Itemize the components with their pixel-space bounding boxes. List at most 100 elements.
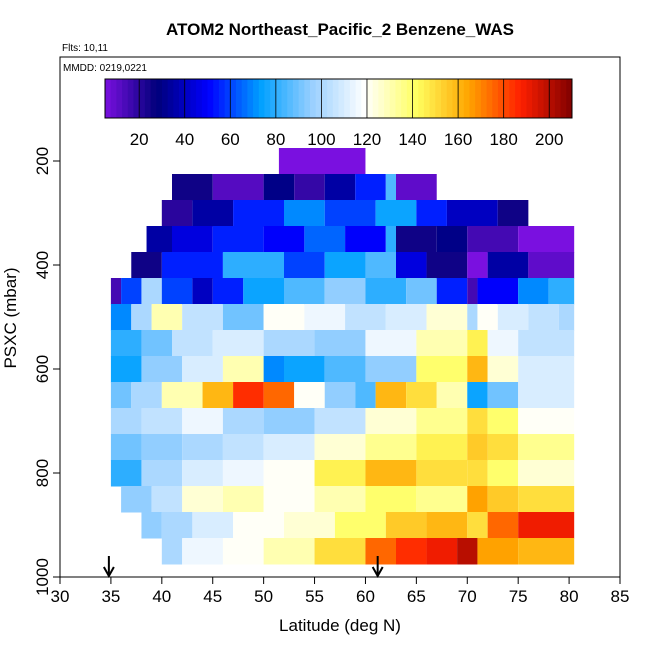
y-tick-label: 1000 [33, 558, 52, 596]
colorbar-swatch [292, 79, 300, 118]
heat-cell [548, 278, 575, 305]
heat-cell [284, 512, 335, 539]
colorbar-swatch [338, 79, 345, 118]
colorbar-swatch [253, 79, 260, 118]
heat-cell [161, 382, 203, 409]
colorbar-swatch [554, 79, 562, 118]
colorbar-swatch [395, 79, 402, 118]
heat-cell [110, 304, 132, 331]
heat-cell [467, 330, 488, 357]
colorbar-swatch [179, 79, 186, 118]
chart-title: ATOM2 Northeast_Pacific_2 Benzene_WAS [166, 20, 514, 39]
heat-cell [518, 408, 575, 435]
colorbar-swatch [105, 79, 112, 118]
colorbar-swatch [537, 79, 544, 118]
heat-cell [467, 486, 488, 513]
heat-cell [141, 330, 172, 357]
heat-cell [314, 460, 366, 487]
heat-cell [151, 304, 183, 331]
heat-cell [324, 382, 356, 409]
colorbar-swatch [332, 79, 339, 118]
heat-cell [416, 460, 468, 487]
colorbar-swatch [161, 79, 169, 118]
heat-cell [151, 486, 183, 513]
heat-cell [375, 382, 407, 409]
heat-cell [212, 278, 244, 305]
heat-cell [243, 278, 284, 305]
colorbar-swatch [310, 79, 317, 118]
heat-cell [487, 460, 519, 487]
heat-cell [222, 304, 264, 331]
x-tick-label: 35 [101, 587, 120, 606]
x-tick-label: 60 [356, 587, 375, 606]
colorbar-swatch [270, 79, 277, 118]
y-axis-label: PSXC (mbar) [1, 267, 20, 368]
colorbar-tick-label: 60 [221, 130, 240, 149]
x-axis-label: Latitude (deg N) [279, 616, 401, 635]
colorbar-swatch [150, 79, 157, 118]
heat-cell [365, 330, 417, 357]
heat-cell [385, 226, 396, 253]
heat-cell [345, 304, 386, 331]
colorbar-tick-label: 120 [353, 130, 381, 149]
y-tick-label: 800 [33, 459, 52, 487]
colorbar-swatch [315, 79, 322, 118]
dates-note: MMDD: 0219,0221 [63, 63, 147, 74]
colorbar-swatch [167, 79, 174, 118]
heat-cell [487, 382, 519, 409]
heat-cell [222, 356, 264, 383]
colorbar-swatch [497, 79, 505, 118]
colorbar-swatch [486, 79, 493, 118]
colorbar-tick-label: 100 [307, 130, 335, 149]
x-tick-label: 55 [305, 587, 324, 606]
flight-arrow-head [371, 566, 384, 579]
heat-cell [182, 538, 223, 565]
colorbar-swatch [218, 79, 225, 118]
colorbar-swatch [412, 79, 419, 118]
heat-cell [518, 460, 575, 487]
heat-cell [518, 382, 575, 409]
heat-cell [161, 252, 223, 279]
heat-cell [263, 538, 315, 565]
colorbar-swatch [287, 79, 294, 118]
heat-cell [334, 512, 386, 539]
heat-cell [487, 486, 519, 513]
colorbar-swatch [435, 79, 442, 118]
colorbar-frame [104, 78, 573, 119]
colorbar-swatch [366, 79, 374, 118]
colorbar-tick-label: 200 [535, 130, 563, 149]
heat-cell [304, 304, 346, 331]
heat-cell [110, 356, 142, 383]
heat-cell [212, 330, 264, 357]
heat-cell [385, 512, 427, 539]
heat-cell [416, 356, 468, 383]
heat-cell [518, 538, 575, 565]
heat-cell [385, 174, 396, 201]
heat-cell [284, 252, 325, 279]
colorbar-swatch [235, 79, 243, 118]
colorbar-tick-label: 140 [398, 130, 426, 149]
colorbar-swatch [304, 79, 311, 118]
heat-cell [161, 512, 193, 539]
heat-cell [141, 356, 183, 383]
colorbar-swatch [344, 79, 351, 118]
y-tick-label: 200 [33, 147, 52, 175]
heat-cell [212, 226, 264, 253]
heat-cell [263, 460, 315, 487]
colorbar-swatch [156, 79, 163, 118]
heat-cell [131, 304, 152, 331]
colorbar-swatch [196, 79, 203, 118]
colorbar-swatch [133, 79, 140, 118]
heat-cell [518, 278, 549, 305]
colorbar-swatch [532, 79, 539, 118]
heat-cell [365, 252, 396, 279]
heat-cell [518, 486, 575, 513]
heat-cell [131, 382, 162, 409]
heat-cell [182, 434, 223, 461]
heat-cell [278, 148, 366, 175]
colorbar-swatch [281, 79, 288, 118]
heat-cell [314, 434, 366, 461]
heat-cell [263, 356, 284, 383]
heat-cell [172, 174, 213, 201]
